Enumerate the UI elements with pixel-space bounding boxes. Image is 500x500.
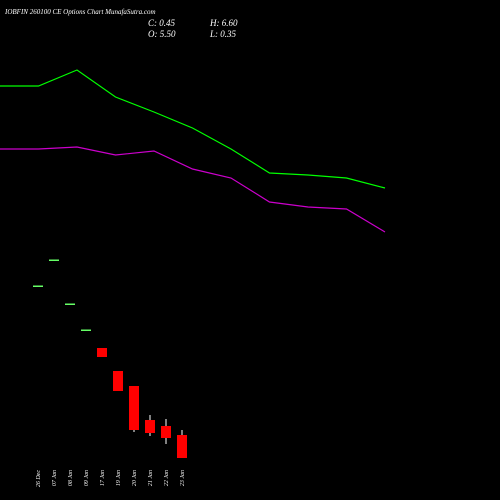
- average-line: [0, 69, 386, 189]
- candle-body: [161, 426, 171, 438]
- candle-body: [113, 371, 123, 391]
- low-label: L: 0.35: [209, 29, 237, 39]
- open-label: O: 5.50: [148, 29, 176, 39]
- x-tick-label: 19 Jan: [116, 470, 122, 486]
- x-tick-label: 23 Jan: [180, 470, 186, 486]
- candle-body: [81, 329, 91, 331]
- close-label: C: 0.45: [148, 18, 176, 28]
- x-tick-label: 26 Dec: [36, 470, 42, 487]
- x-tick-label: 17 Jan: [100, 470, 106, 486]
- x-tick-label: 09 Jan: [84, 470, 90, 486]
- candle-body: [65, 303, 75, 305]
- x-tick-label: 07 Jan: [52, 470, 58, 486]
- x-tick-label: 08 Jan: [68, 470, 74, 486]
- x-tick-label: 22 Jan: [164, 470, 170, 486]
- candle-body: [145, 420, 155, 433]
- high-label: H: 6.60: [209, 18, 238, 28]
- chart-title: IOBFIN 260100 CE Options Chart MunafaSut…: [4, 8, 156, 16]
- average-line: [0, 146, 386, 233]
- candle-body: [97, 348, 107, 357]
- x-tick-label: 21 Jan: [148, 470, 154, 486]
- candle-body: [49, 259, 59, 261]
- candle-body: [129, 386, 139, 430]
- x-tick-label: 20 Jan: [132, 470, 138, 486]
- candle-body: [33, 285, 43, 287]
- candle-body: [177, 435, 187, 458]
